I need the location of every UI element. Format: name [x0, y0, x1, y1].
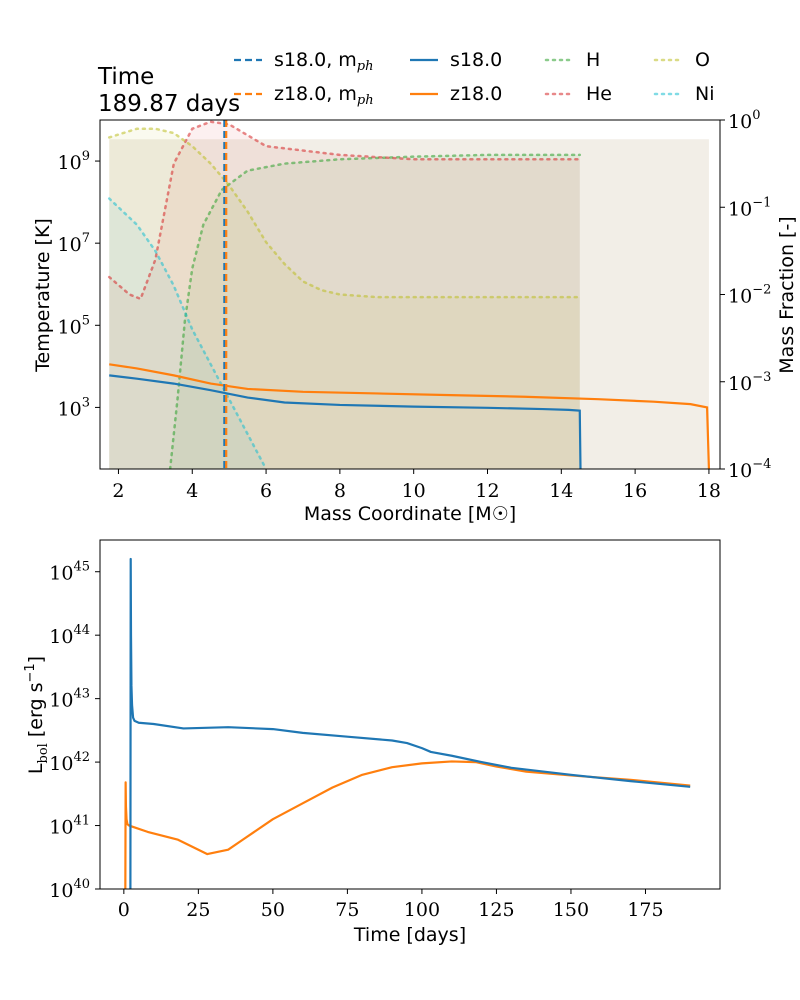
luminosity-x-ticks: 0 25 50 75 100 125 150 175	[118, 889, 664, 921]
y-tick-label: 105	[58, 313, 90, 338]
shade-envelope	[109, 139, 709, 469]
time-label: Time	[97, 64, 154, 90]
x-tick-label: 75	[335, 899, 359, 921]
x-tick-label: 8	[334, 480, 346, 502]
legend-item-ni: Ni	[653, 83, 715, 105]
x-tick-label: 18	[697, 480, 721, 502]
luminosity-line-s18-0	[129, 557, 691, 889]
legend-label: O	[695, 49, 710, 71]
y-right-tick-label: 10−4	[728, 457, 771, 482]
temperature-y-label: Temperature [K]	[32, 218, 54, 373]
x-tick-label: 6	[260, 480, 272, 502]
x-tick-label: 10	[402, 480, 426, 502]
legend-item-o: O	[653, 49, 710, 71]
x-tick-label: 25	[186, 899, 210, 921]
y-tick-label: 1042	[49, 750, 90, 775]
y-tick-label: 109	[58, 149, 90, 174]
luminosity-line-z18-0	[124, 760, 691, 889]
time-value: 189.87 days	[98, 91, 240, 117]
photosphere-markers	[223, 120, 228, 469]
mass-fraction-y-label: Mass Fraction [-]	[776, 216, 798, 373]
temperature-x-label: Mass Coordinate [M☉]	[304, 503, 516, 525]
legend-item-he: He	[544, 83, 612, 105]
legend-item-z18ph: z18.0, mph	[234, 83, 374, 108]
mass-fraction-line-ni	[107, 197, 268, 469]
x-tick-label: 12	[475, 480, 499, 502]
x-tick-label: 4	[186, 480, 198, 502]
x-tick-label: 14	[549, 480, 573, 502]
legend-item-s18ph: s18.0, mph	[234, 49, 374, 74]
temperature-line-z18-0	[109, 363, 711, 469]
mass-fraction-line-he	[107, 120, 582, 301]
temperature-line-s18-0	[109, 374, 582, 469]
legend-item-s18: s18.0	[410, 49, 502, 71]
y-tick-label: 1040	[49, 877, 90, 902]
temperature-y-ticks: 103 105 107 109	[58, 149, 100, 420]
legend-item-z18: z18.0	[410, 83, 502, 105]
x-tick-label: 16	[623, 480, 647, 502]
y-right-tick-label: 10−1	[728, 195, 771, 220]
y-tick-label: 1044	[49, 623, 90, 648]
luminosity-y-ticks: 1040 1041 1042 1043 1044 1045	[49, 560, 100, 902]
x-tick-label: 100	[404, 899, 440, 921]
x-tick-label: 50	[261, 899, 285, 921]
mass-fraction-lines	[107, 120, 582, 469]
legend-label: z18.0	[450, 83, 502, 105]
x-tick-label: 2	[112, 480, 124, 502]
temperature-x-ticks: 2 4 6 8 10 12 14 16 18	[112, 469, 721, 502]
mass-fraction-y-ticks: 10−4 10−3 10−2 10−1 100	[720, 108, 771, 482]
temperature-lines	[109, 363, 711, 469]
legend-label: s18.0	[450, 49, 502, 71]
luminosity-x-label: Time [days]	[353, 924, 466, 946]
mass-fraction-line-o	[107, 127, 582, 299]
y-tick-label: 1043	[49, 687, 90, 712]
y-right-tick-label: 100	[728, 108, 760, 133]
luminosity-y-label: Lbol [erg s−1]	[23, 656, 51, 774]
mass-fraction-line-h	[168, 153, 582, 469]
temperature-chart: 2 4 6 8 10 12 14 16 18 103 105 107 109 10−4 10−3 10−2…	[32, 108, 798, 525]
luminosity-chart: 0 25 50 75 100 125 150 175 1040 1041 1042 1043 1044…	[23, 539, 721, 946]
legend-label: He	[586, 83, 612, 105]
y-tick-label: 103	[58, 395, 90, 420]
legend-label: Ni	[695, 83, 715, 105]
y-right-tick-label: 10−3	[728, 370, 771, 395]
y-tick-label: 1045	[49, 560, 90, 585]
legend-label: z18.0, mph	[274, 83, 374, 108]
luminosity-lines	[124, 557, 691, 889]
y-tick-label: 1041	[49, 814, 90, 839]
y-tick-label: 107	[58, 231, 90, 256]
legend-label: s18.0, mph	[274, 49, 374, 74]
x-tick-label: 175	[627, 899, 663, 921]
y-right-tick-label: 10−2	[728, 283, 771, 308]
legend-item-h: H	[544, 49, 600, 71]
luminosity-plot-frame	[99, 539, 721, 890]
x-tick-label: 125	[478, 899, 514, 921]
x-tick-label: 0	[118, 899, 130, 921]
abundance-shading	[109, 121, 709, 469]
x-tick-label: 150	[553, 899, 589, 921]
legend-label: H	[586, 49, 600, 71]
